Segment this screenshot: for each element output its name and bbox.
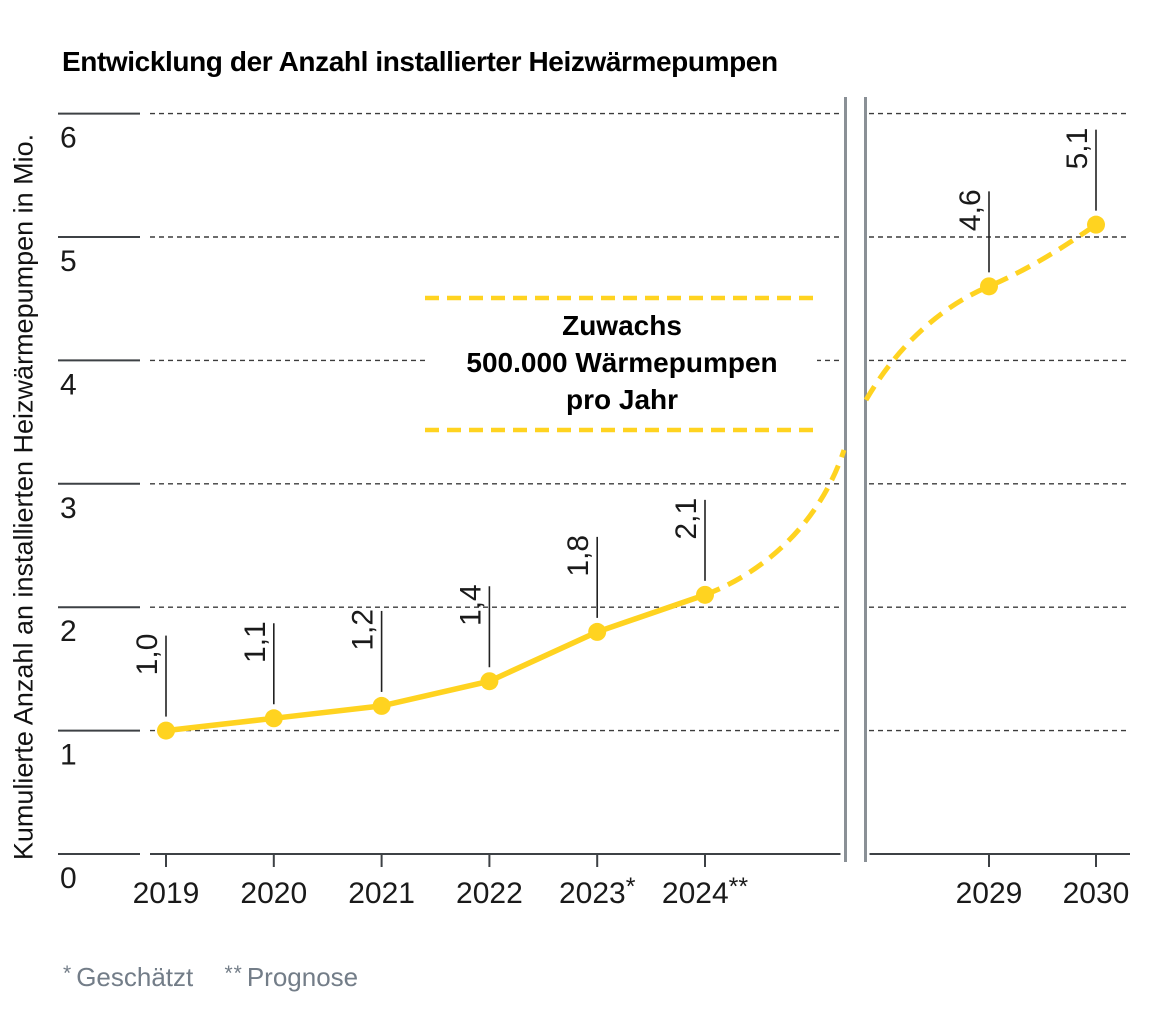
x-axis-label: 2024** (662, 873, 748, 910)
value-label: 4,6 (954, 189, 987, 231)
y-tick-label: 2 (60, 615, 77, 648)
value-label: 1,2 (347, 609, 380, 651)
footnote-marker-prognosis: ** (224, 962, 243, 985)
series-line-actual (165, 592, 706, 734)
data-point (696, 585, 714, 604)
annotation-line-3: pro Jahr (565, 383, 679, 415)
data-point (157, 721, 175, 740)
footnote-marker-estimated: * (63, 962, 73, 985)
data-point (372, 696, 391, 715)
data-point (1087, 215, 1105, 234)
footnote: * Geschätzt ** Prognose (63, 962, 358, 993)
footnote-text-prognosis: Prognose (246, 962, 359, 992)
value-label: 5,1 (1061, 128, 1094, 170)
series-line-forecast (863, 222, 1098, 402)
value-label: 1,1 (239, 621, 272, 663)
y-tick-label: 6 (60, 122, 77, 155)
footnote-estimated: * Geschätzt (63, 962, 193, 993)
data-point (980, 277, 998, 296)
footnote-text-estimated: Geschätzt (76, 962, 194, 992)
x-axis-label: 2030 (1063, 877, 1130, 910)
series-line-forecast (704, 449, 847, 598)
x-axis-label: 2023* (559, 873, 636, 910)
data-point (264, 709, 283, 728)
x-axis-label: 2021 (348, 877, 415, 910)
data-point (588, 622, 607, 641)
value-label: 1,0 (131, 634, 164, 676)
y-tick-label: 5 (60, 245, 77, 278)
y-tick-label: 4 (60, 368, 77, 401)
y-tick-label: 3 (60, 492, 77, 525)
x-axis-label: 2020 (240, 877, 307, 910)
data-point (480, 672, 499, 691)
x-axis-label: 2022 (456, 877, 523, 910)
value-label: 1,4 (454, 584, 487, 626)
x-axis-label: 2019 (133, 877, 200, 910)
footnote-prognosis: ** Prognose (224, 962, 358, 993)
y-tick-label: 0 (60, 862, 77, 895)
value-label: 2,1 (670, 498, 703, 540)
x-axis-label: 2029 (956, 877, 1023, 910)
annotation-growth-note: Zuwachs 500.000 Wärmepumpen pro Jahr (427, 307, 817, 417)
chart-title: Entwicklung der Anzahl installierter Hei… (62, 46, 778, 77)
annotation-line-1: Zuwachs (562, 309, 682, 341)
y-tick-label: 1 (60, 739, 77, 772)
value-label: 1,8 (562, 535, 595, 577)
annotation-line-2: 500.000 Wärmepumpen (466, 346, 778, 378)
